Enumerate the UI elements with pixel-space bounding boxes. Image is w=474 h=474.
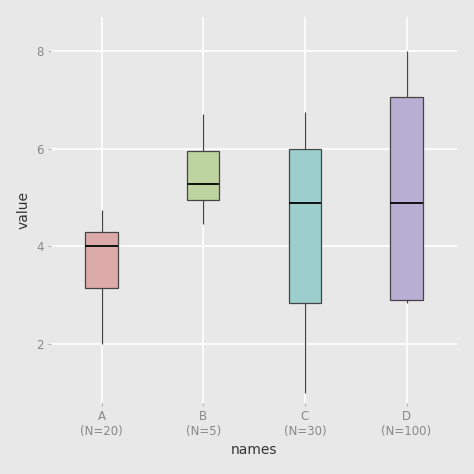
Bar [85,232,118,288]
Bar [390,97,423,300]
Y-axis label: value: value [17,191,31,229]
Bar [289,149,321,302]
X-axis label: names: names [231,443,277,457]
Bar [187,151,219,200]
